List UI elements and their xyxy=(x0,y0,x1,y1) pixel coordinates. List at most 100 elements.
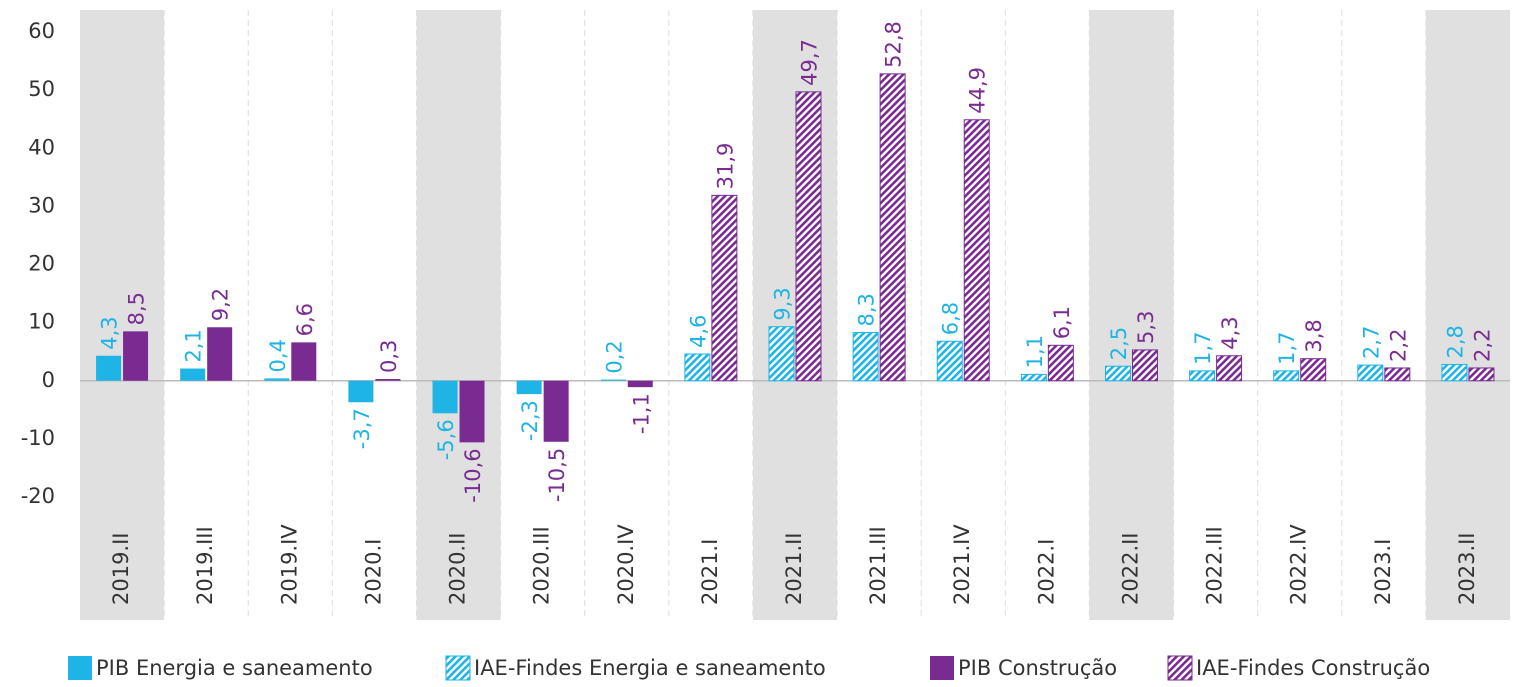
highlight-band xyxy=(752,10,838,620)
legend-label: IAE-Findes Construção xyxy=(1196,656,1430,680)
x-tick-label: 2020.II xyxy=(446,532,470,605)
bar xyxy=(459,380,485,443)
value-label: 0,2 xyxy=(602,340,626,373)
y-tick-label: 0 xyxy=(42,368,55,392)
legend-swatch xyxy=(1167,655,1193,681)
bar xyxy=(375,379,401,381)
legend-label: PIB Energia e saneamento xyxy=(96,656,373,680)
value-label: 0,3 xyxy=(377,340,401,373)
x-tick-label: 2022.I xyxy=(1034,539,1058,605)
bar xyxy=(207,327,233,381)
bar xyxy=(432,380,458,414)
value-label: 8,3 xyxy=(855,293,879,326)
y-tick-label: -20 xyxy=(21,484,55,508)
x-tick-label: 2019.III xyxy=(193,526,217,605)
value-label: 9,3 xyxy=(771,287,795,320)
bar xyxy=(768,326,795,382)
value-label: 6,1 xyxy=(1050,306,1074,339)
bar xyxy=(1468,367,1495,382)
value-label: 4,6 xyxy=(686,315,710,348)
x-tick-label: 2019.IV xyxy=(277,524,301,605)
value-label: 4,3 xyxy=(1218,316,1242,349)
bar xyxy=(600,379,626,381)
value-label: 2,5 xyxy=(1107,327,1131,360)
bar xyxy=(936,340,963,382)
y-tick-label: 60 xyxy=(28,19,55,43)
legend-swatch xyxy=(930,656,954,680)
x-tick-label: 2020.IV xyxy=(614,524,638,605)
x-tick-label: 2021.I xyxy=(698,539,722,605)
bar xyxy=(711,194,738,382)
value-label: -10,5 xyxy=(545,448,569,502)
bar xyxy=(1131,349,1158,382)
x-tick-label: 2023.II xyxy=(1455,532,1479,605)
bar xyxy=(1020,373,1047,382)
value-label: 8,5 xyxy=(125,292,149,325)
bar xyxy=(879,73,906,382)
legend-swatch xyxy=(445,655,471,681)
x-tick-label: 2022.IV xyxy=(1287,524,1311,605)
bar xyxy=(1357,364,1384,382)
value-label: 31,9 xyxy=(713,143,737,190)
value-label: 9,2 xyxy=(209,288,233,321)
bar xyxy=(684,353,711,382)
bar xyxy=(516,380,542,395)
x-tick-label: 2022.III xyxy=(1203,526,1227,605)
legend-label: IAE-Findes Energia e saneamento xyxy=(474,656,826,680)
y-tick-label: -10 xyxy=(21,426,55,450)
value-label: 2,2 xyxy=(1386,329,1410,362)
value-label: 6,6 xyxy=(293,303,317,336)
value-label: 1,1 xyxy=(1023,335,1047,368)
highlight-band xyxy=(1089,10,1174,620)
bar xyxy=(96,355,122,381)
value-label: 2,8 xyxy=(1443,325,1467,358)
value-label: -10,6 xyxy=(461,448,485,502)
value-label: 2,7 xyxy=(1359,326,1383,359)
highlight-band xyxy=(1425,10,1510,620)
x-tick-label: 2022.II xyxy=(1118,532,1142,605)
value-label: 44,9 xyxy=(966,67,990,114)
value-label: 3,8 xyxy=(1302,319,1326,352)
highlight-band xyxy=(80,10,165,620)
x-tick-label: 2020.III xyxy=(530,526,554,605)
bar xyxy=(291,342,317,381)
value-label: 2,2 xyxy=(1470,329,1494,362)
value-label: 4,3 xyxy=(98,316,122,349)
x-tick-label: 2021.III xyxy=(866,526,890,605)
bar xyxy=(795,91,822,382)
value-label: -5,6 xyxy=(434,419,458,460)
bar xyxy=(1189,370,1216,382)
bar xyxy=(627,380,653,388)
bar xyxy=(852,332,879,382)
bar xyxy=(180,368,206,381)
value-label: 0,4 xyxy=(266,339,290,372)
x-tick-label: 2021.IV xyxy=(950,524,974,605)
bar xyxy=(1104,365,1131,382)
bar xyxy=(963,119,990,382)
bar xyxy=(264,378,290,381)
y-tick-label: 50 xyxy=(28,77,55,101)
bar xyxy=(1384,367,1411,382)
legend-swatch xyxy=(68,656,92,680)
bar xyxy=(123,331,149,381)
bar xyxy=(1216,355,1243,382)
bar xyxy=(543,380,569,442)
highlight-band xyxy=(416,10,501,620)
value-label: 2,1 xyxy=(182,329,206,362)
value-label: 1,7 xyxy=(1275,331,1299,364)
y-tick-label: 40 xyxy=(28,135,55,159)
x-tick-label: 2019.II xyxy=(109,532,133,605)
value-label: -1,1 xyxy=(629,393,653,434)
bar xyxy=(348,380,374,403)
bar xyxy=(1047,344,1074,382)
x-tick-label: 2021.II xyxy=(782,532,806,605)
x-tick-label: 2020.I xyxy=(361,539,385,605)
legend-label: PIB Construção xyxy=(958,656,1117,680)
value-label: 6,8 xyxy=(939,302,963,335)
y-tick-label: 10 xyxy=(28,310,55,334)
bar xyxy=(1300,358,1327,382)
value-label: -3,7 xyxy=(350,408,374,449)
value-label: 52,8 xyxy=(882,21,906,68)
bar xyxy=(1273,370,1300,382)
